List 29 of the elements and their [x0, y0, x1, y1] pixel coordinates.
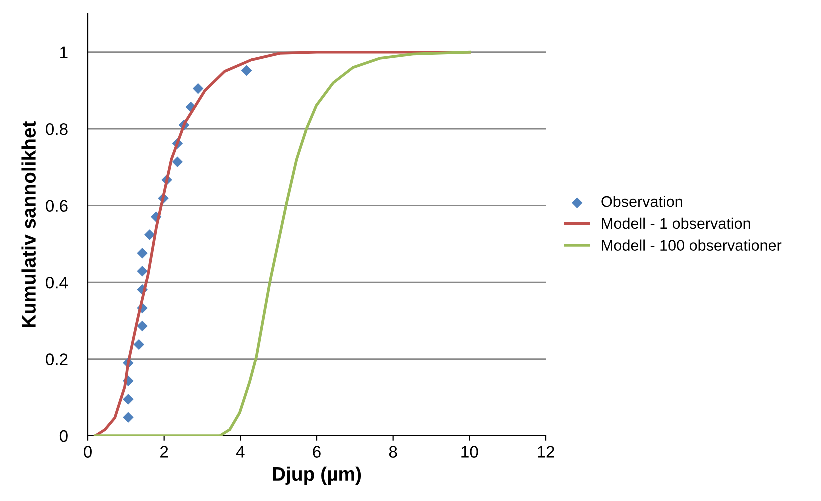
x-axis-title: Djup (µm) [273, 466, 362, 485]
point [137, 266, 148, 277]
point [241, 65, 252, 76]
x-tick-label: 2 [160, 446, 168, 458]
x-tick-label: 10 [462, 446, 478, 458]
legend-label: Modell - 100 observationer [602, 240, 782, 251]
y-axis-title: Kumulativ sannolikhet [22, 122, 36, 328]
point [137, 320, 148, 332]
x-tick-label: 4 [236, 446, 245, 458]
point [123, 412, 134, 423]
legend-label: Modell - 1 observation [602, 218, 750, 230]
point [144, 230, 156, 240]
x-tick-label: 12 [538, 446, 554, 458]
point [123, 394, 134, 405]
y-tick-label: 0.4 [46, 276, 68, 289]
x-tick-label: 6 [313, 446, 321, 458]
y-tick-label: 0.2 [46, 354, 68, 366]
y-tick-label: 0 [60, 430, 68, 442]
legend-label: Observation [602, 196, 682, 208]
point [192, 83, 204, 94]
point [137, 248, 148, 259]
x-tick-label: 0 [84, 446, 92, 458]
line-series [94, 50, 472, 436]
y-tick-label: 0.8 [46, 123, 68, 136]
point [134, 339, 145, 350]
x-tick-label: 8 [389, 446, 398, 458]
y-tick-label: 1 [60, 46, 68, 58]
y-tick-label: 0.6 [46, 200, 68, 212]
point [172, 156, 184, 168]
